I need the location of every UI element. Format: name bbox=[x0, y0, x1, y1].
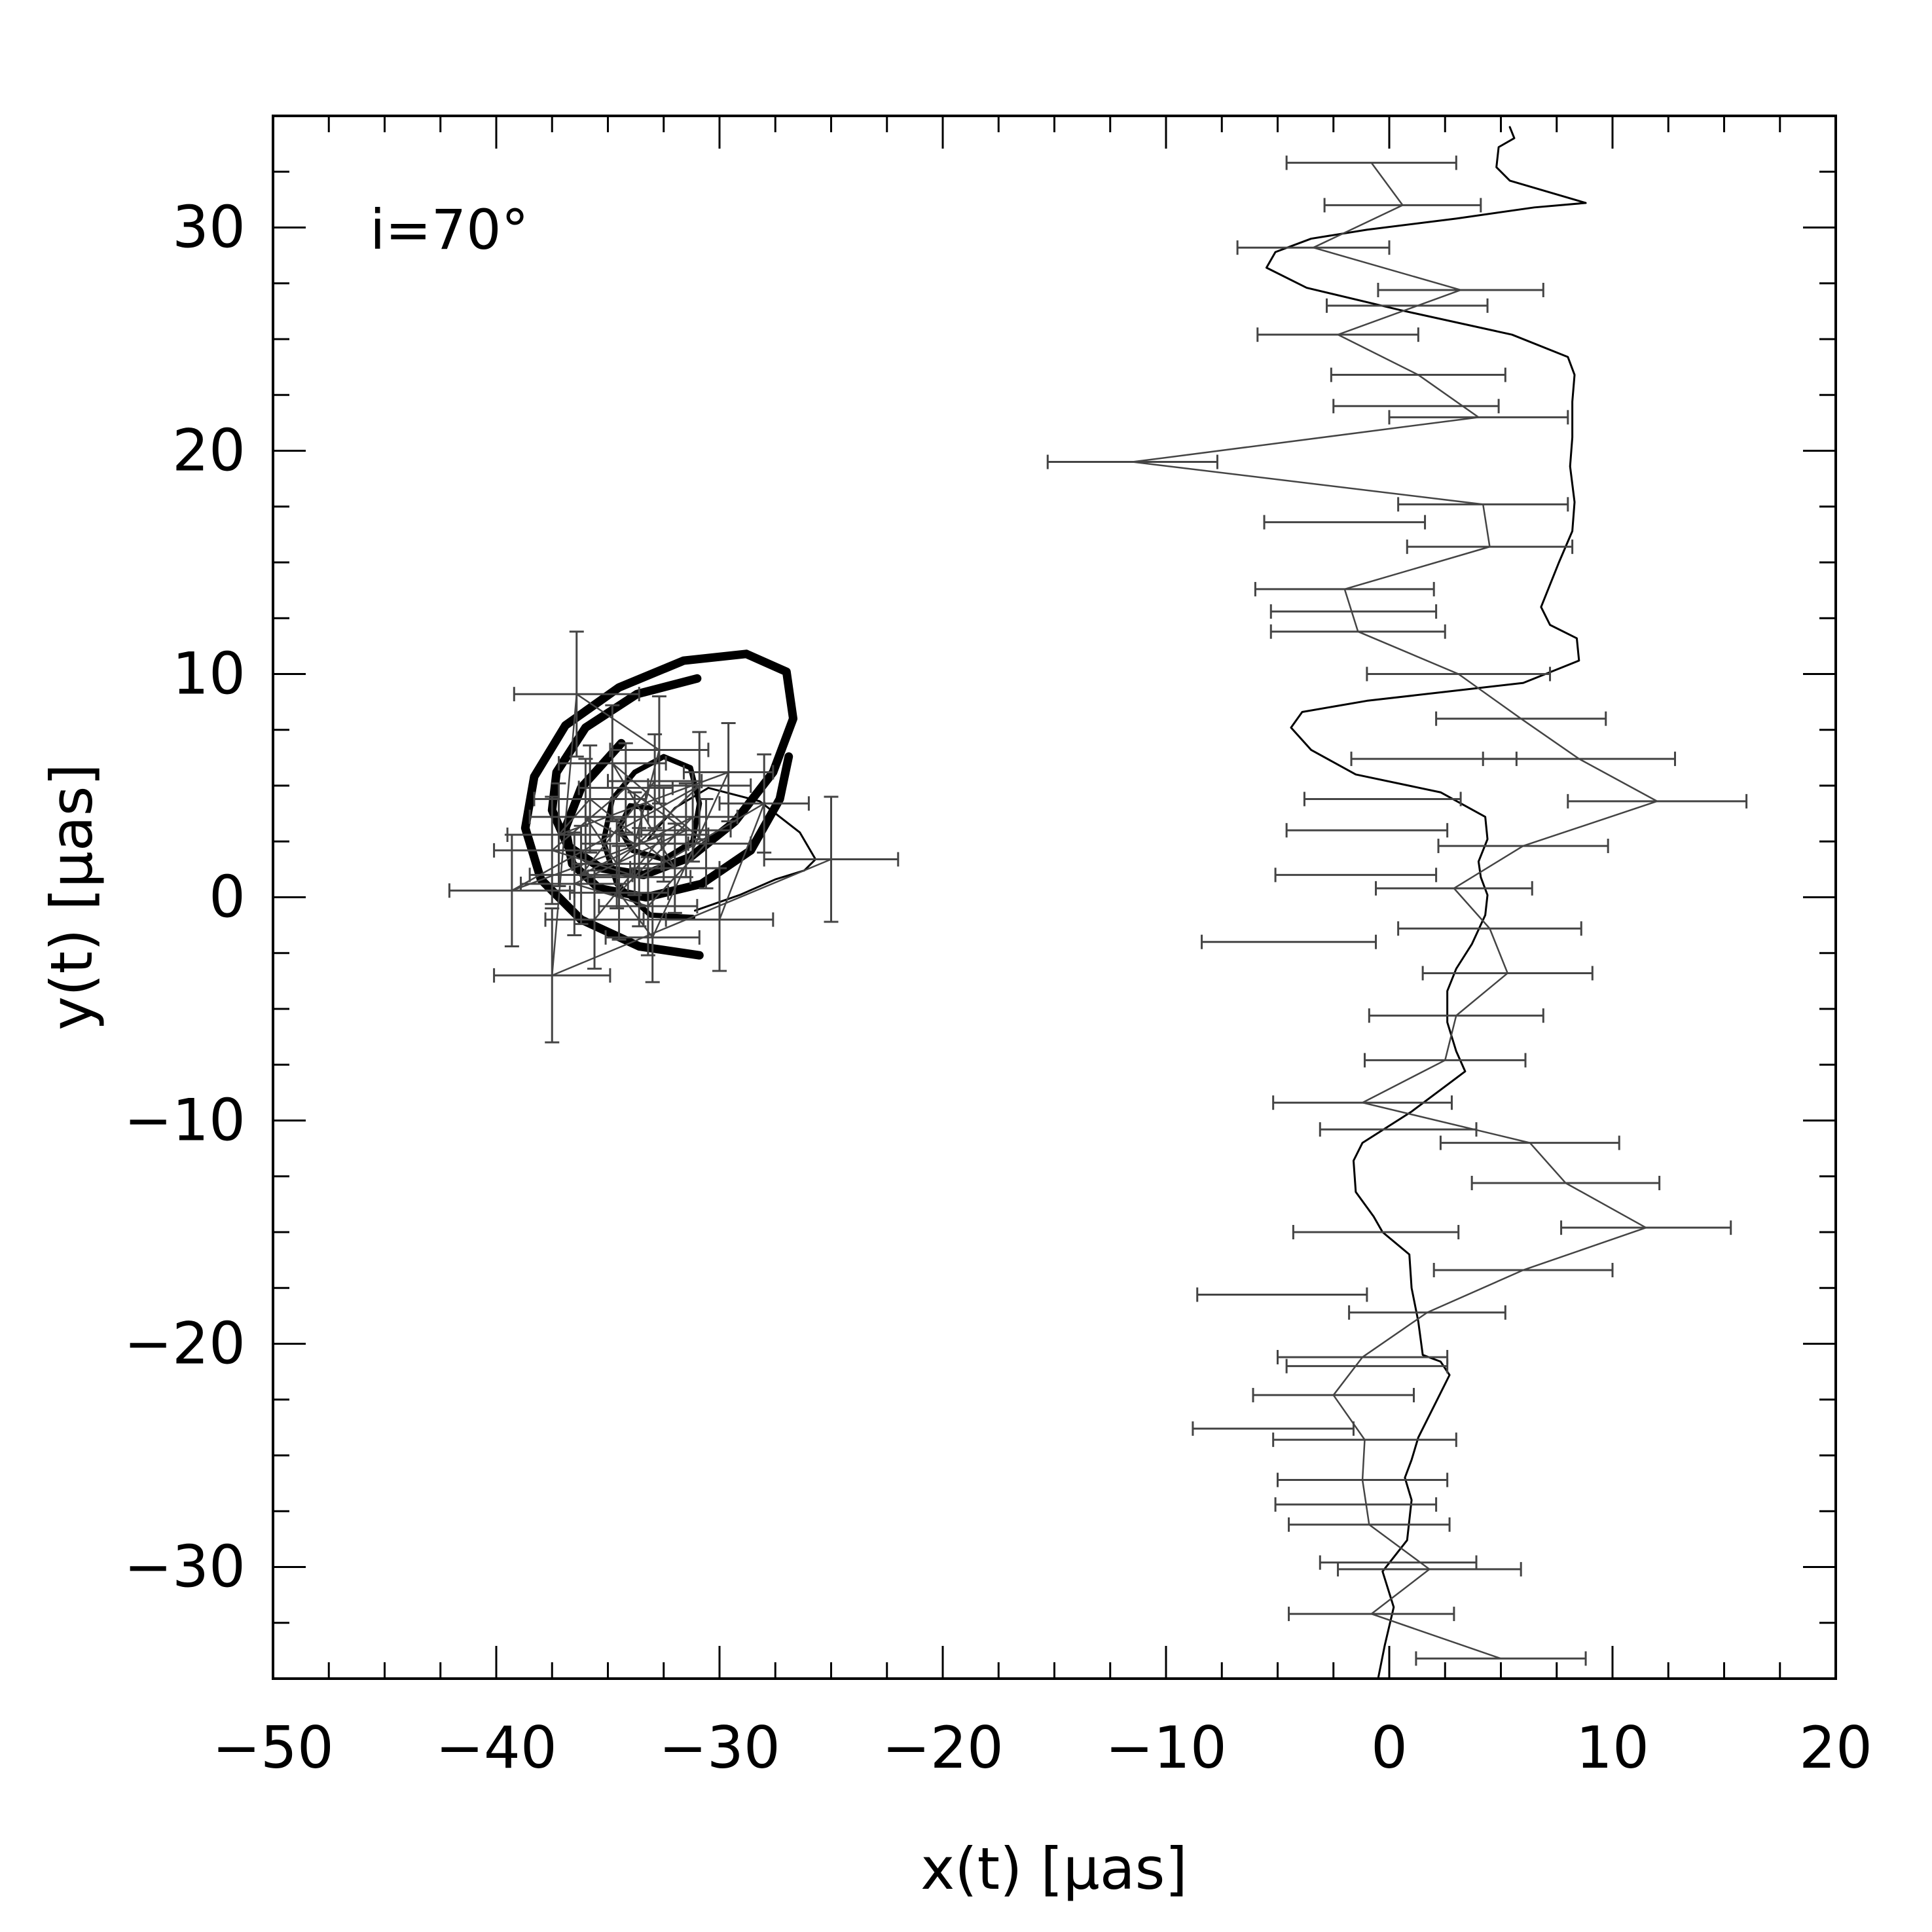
y-axis-title: y(t) [μas] bbox=[38, 763, 105, 1030]
tick-labels: −50 −40 −30 −20 −10 0 10 20 −30 −20 −10 0 10 20 30 bbox=[124, 194, 1872, 1782]
y-tick-label: −30 bbox=[124, 1533, 246, 1601]
y-tick-label: −10 bbox=[124, 1087, 246, 1154]
x-tick-label: 10 bbox=[1576, 1714, 1649, 1781]
y-tick-label: 20 bbox=[172, 417, 246, 484]
series-layer bbox=[511, 126, 1658, 1680]
x-tick-label: 0 bbox=[1371, 1714, 1408, 1781]
x-tick-label: −40 bbox=[435, 1714, 557, 1781]
annotation-inclination: i=70° bbox=[370, 198, 529, 262]
y-tick-label: −20 bbox=[124, 1310, 246, 1377]
x-tick-label: 20 bbox=[1799, 1714, 1872, 1781]
x-tick-label: −10 bbox=[1105, 1714, 1227, 1781]
plot-frame bbox=[272, 115, 1837, 1680]
x-tick-label: −50 bbox=[212, 1714, 334, 1781]
model-trajectory bbox=[1265, 126, 1587, 1680]
cluster-trajectory bbox=[511, 692, 831, 977]
axis-ticks bbox=[272, 115, 1837, 1680]
error-bars bbox=[448, 155, 1748, 1666]
y-tick-label: 10 bbox=[172, 640, 246, 708]
x-tick-label: −20 bbox=[882, 1714, 1004, 1781]
x-axis-title: x(t) [μas] bbox=[920, 1835, 1188, 1903]
data-trajectory bbox=[1131, 162, 1658, 1660]
model-trajectory bbox=[647, 786, 817, 912]
y-tick-label: 0 bbox=[209, 864, 246, 931]
x-tick-label: −30 bbox=[659, 1714, 780, 1781]
y-tick-label: 30 bbox=[172, 194, 246, 261]
